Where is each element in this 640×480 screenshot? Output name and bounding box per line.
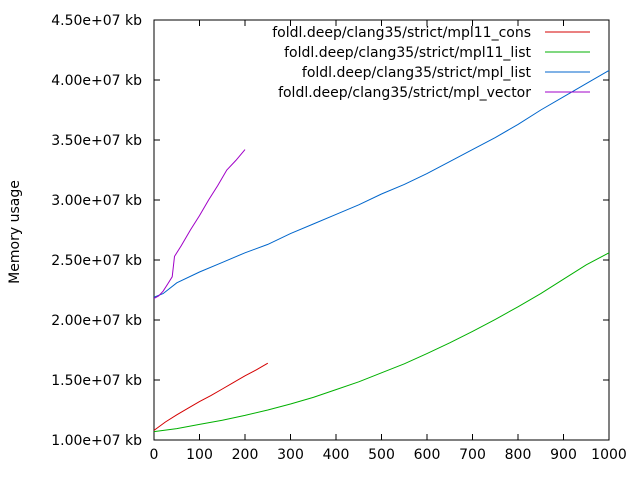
y-tick-label: 4.00e+07 kb — [51, 73, 142, 89]
x-tick-label: 700 — [459, 447, 486, 463]
legend-entry-label: foldl.deep/clang35/strict/mpl_list — [302, 65, 532, 81]
x-tick-label: 800 — [505, 447, 532, 463]
y-tick-label: 3.00e+07 kb — [51, 193, 142, 209]
series-line-2 — [153, 252, 610, 433]
x-tick-label: 1000 — [591, 447, 627, 463]
y-axis-label: Memory usage — [7, 180, 23, 284]
x-tick-label: 0 — [150, 447, 159, 463]
legend-entry-label: foldl.deep/clang35/strict/mpl_vector — [278, 85, 531, 101]
x-tick-label: 100 — [186, 447, 213, 463]
y-tick-label: 1.00e+07 kb — [51, 433, 142, 449]
x-tick-label: 500 — [368, 447, 395, 463]
y-tick-label: 2.00e+07 kb — [51, 313, 142, 329]
series-line-3 — [153, 69, 610, 298]
x-tick-label: 400 — [323, 447, 350, 463]
y-tick-label: 4.50e+07 kb — [51, 13, 142, 29]
series-line-4 — [153, 149, 246, 299]
y-tick-label: 1.50e+07 kb — [51, 373, 142, 389]
x-tick-label: 300 — [277, 447, 304, 463]
y-tick-label: 2.50e+07 kb — [51, 253, 142, 269]
x-tick-label: 600 — [414, 447, 441, 463]
legend-entry-label: foldl.deep/clang35/strict/mpl11_list — [284, 45, 531, 61]
x-tick-label: 200 — [232, 447, 259, 463]
x-tick-label: 900 — [550, 447, 577, 463]
series-line-1 — [153, 362, 269, 431]
plot-frame — [153, 19, 610, 441]
legend-entry-label: foldl.deep/clang35/strict/mpl11_cons — [272, 25, 531, 41]
y-tick-label: 3.50e+07 kb — [51, 133, 142, 149]
